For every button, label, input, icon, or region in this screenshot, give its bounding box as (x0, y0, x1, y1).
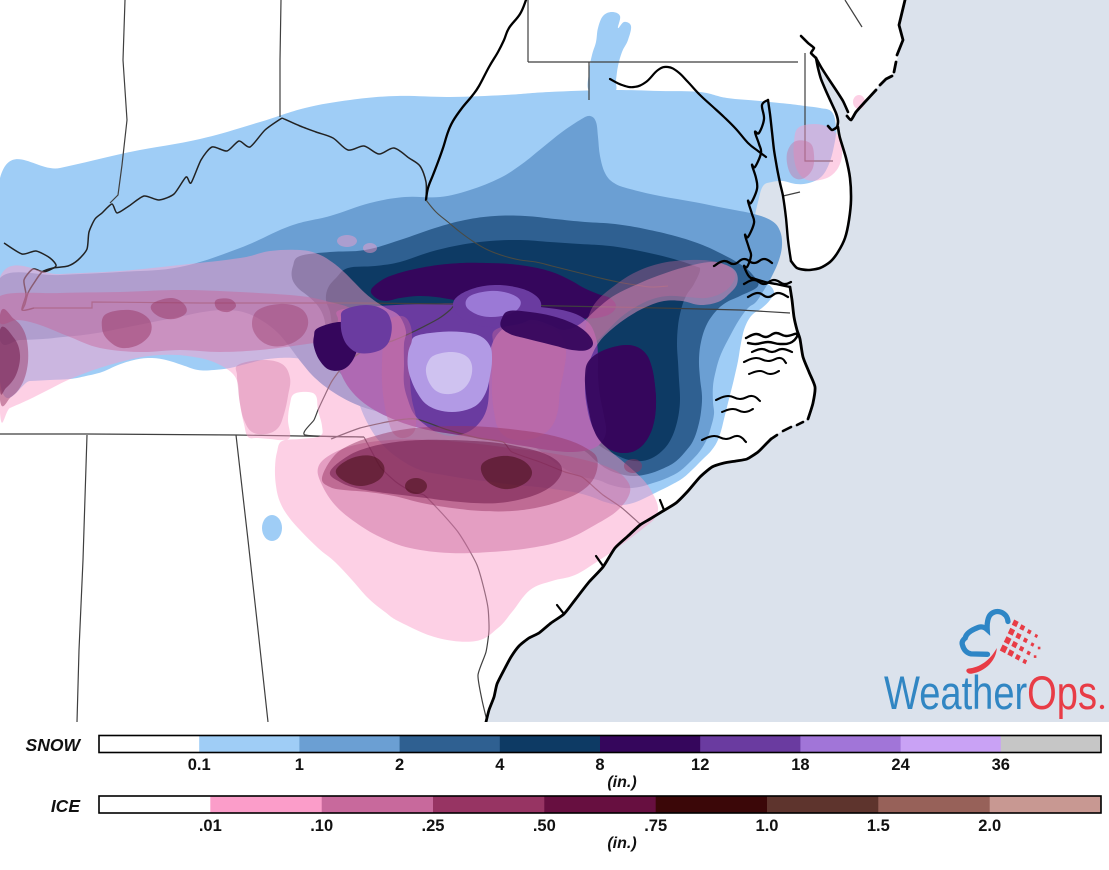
svg-text:1: 1 (295, 756, 304, 774)
svg-text:.50: .50 (533, 817, 556, 835)
svg-text:24: 24 (891, 756, 910, 774)
svg-text:SNOW: SNOW (26, 735, 82, 755)
svg-text:12: 12 (691, 756, 709, 774)
svg-text:1.0: 1.0 (756, 817, 779, 835)
svg-text:2.0: 2.0 (978, 817, 1001, 835)
svg-text:1.5: 1.5 (867, 817, 890, 835)
svg-text:.01: .01 (199, 817, 222, 835)
svg-text:.10: .10 (310, 817, 333, 835)
svg-text:8: 8 (595, 756, 604, 774)
svg-text:0.1: 0.1 (188, 756, 211, 774)
svg-text:4: 4 (495, 756, 505, 774)
svg-text:.75: .75 (644, 817, 667, 835)
svg-text:(in.): (in.) (607, 835, 636, 852)
svg-text:36: 36 (992, 756, 1010, 774)
svg-text:(in.): (in.) (607, 774, 636, 791)
svg-text:WeatherOps: WeatherOps (884, 666, 1097, 719)
svg-text:ICE: ICE (51, 796, 82, 816)
svg-text:.25: .25 (422, 817, 445, 835)
svg-text:2: 2 (395, 756, 404, 774)
svg-text:18: 18 (791, 756, 809, 774)
